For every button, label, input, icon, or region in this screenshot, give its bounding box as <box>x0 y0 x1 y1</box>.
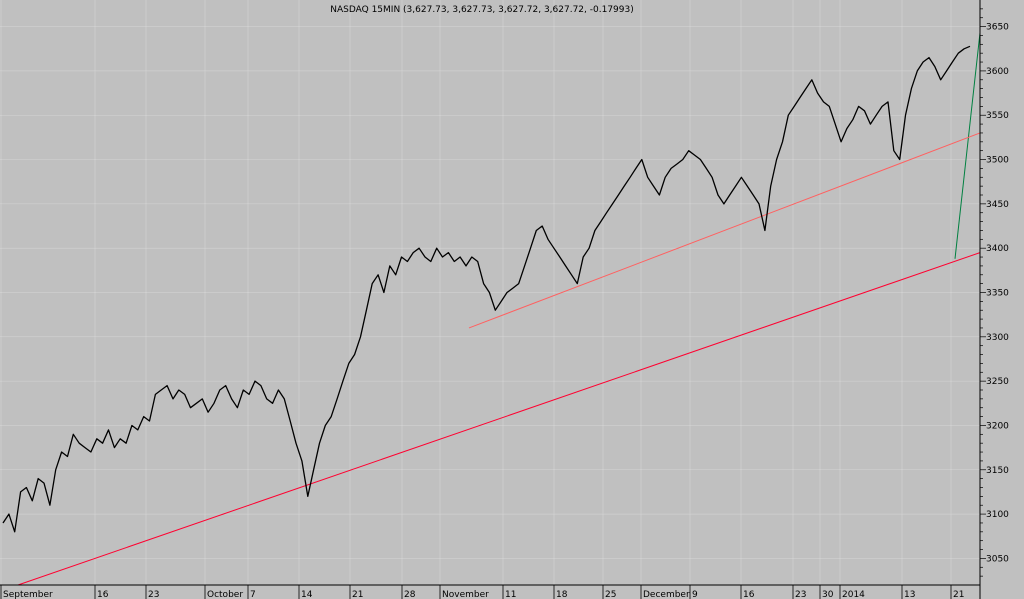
x-tick-label-5: 14 <box>301 590 313 599</box>
trend-channels <box>17 32 981 586</box>
y-tick-label-8: 3450 <box>986 200 1009 210</box>
grid <box>0 0 980 585</box>
x-tick-label-2: 23 <box>148 590 159 599</box>
channel-line-lower <box>17 252 981 586</box>
x-tick-label-4: 7 <box>250 590 256 599</box>
x-tick-label-6: 21 <box>352 590 363 599</box>
channel-line-middle <box>468 132 981 329</box>
x-tick-label-19: 21 <box>953 590 964 599</box>
channel-line-upper <box>954 32 981 259</box>
x-tick-label-8: November <box>442 590 489 599</box>
y-tick-label-1: 3100 <box>986 510 1009 520</box>
x-tick-label-14: 16 <box>743 590 755 599</box>
price-line-0 <box>2 45 971 533</box>
y-tick-label-4: 3250 <box>986 377 1009 387</box>
x-axis: September 16 23 October 7 14 21 28 November 11 18 2… <box>0 584 980 599</box>
x-tick-label-3: October <box>207 590 243 599</box>
y-tick-label-5: 3300 <box>986 333 1009 343</box>
y-tick-label-6: 3350 <box>986 289 1009 299</box>
x-tick-label-11: 25 <box>605 590 616 599</box>
y-tick-label-12: 3650 <box>986 23 1009 33</box>
price-series <box>2 45 971 533</box>
x-tick-label-18: 13 <box>904 590 915 599</box>
x-tick-label-12: December <box>643 590 690 599</box>
x-tick-label-10: 18 <box>556 590 568 599</box>
y-tick-label-9: 3500 <box>986 156 1009 166</box>
chart-title: NASDAQ 15MIN (3,627.73, 3,627.73, 3,627.… <box>330 5 633 15</box>
x-tick-label-16: 30 <box>822 590 834 599</box>
y-tick-label-3: 3200 <box>986 421 1009 431</box>
x-tick-label-17: 2014 <box>842 590 865 599</box>
y-tick-label-10: 3550 <box>986 111 1009 121</box>
x-tick-label-15: 23 <box>795 590 806 599</box>
y-axis: 3050 3100 3150 3200 3250 3300 3350 3400 3450 3500… <box>979 0 1009 599</box>
y-tick-label-0: 3050 <box>986 554 1009 564</box>
y-tick-label-11: 3600 <box>986 67 1009 77</box>
x-tick-label-13: 9 <box>692 590 698 599</box>
y-tick-label-2: 3150 <box>986 466 1009 476</box>
x-tick-label-9: 11 <box>505 590 516 599</box>
y-tick-label-7: 3400 <box>986 244 1009 254</box>
x-tick-label-0: September <box>3 590 53 599</box>
x-tick-label-1: 16 <box>97 590 109 599</box>
x-tick-label-7: 28 <box>404 590 416 599</box>
